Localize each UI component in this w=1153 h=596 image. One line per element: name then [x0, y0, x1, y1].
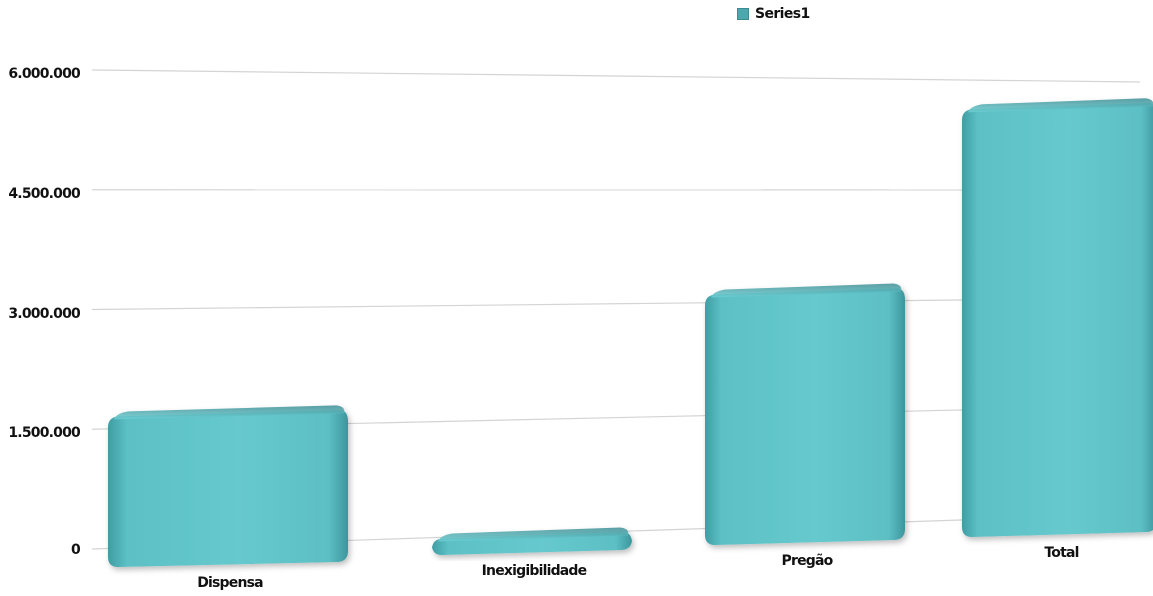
bars — [108, 98, 1153, 567]
gridline — [91, 69, 1141, 83]
bar-top — [114, 405, 345, 420]
y-tick-label: 0 — [71, 542, 81, 558]
chart-legend: Series1 — [737, 6, 810, 22]
bar-top — [438, 527, 629, 542]
y-tick-label: 1.500.000 — [8, 425, 81, 441]
x-category-label: Total — [1044, 545, 1078, 561]
bar-body — [962, 103, 1153, 537]
legend-swatch — [737, 8, 749, 20]
y-axis-ticks: 0 1.500.000 3.000.000 4.500.000 6.000.000 — [8, 66, 81, 558]
bar — [962, 98, 1153, 537]
bar — [432, 527, 632, 555]
y-tick-label: 4.500.000 — [8, 186, 81, 202]
legend-label: Series1 — [755, 6, 810, 22]
x-category-label: Dispensa — [197, 575, 263, 591]
bar-top — [711, 283, 902, 298]
y-tick-label: 6.000.000 — [8, 66, 81, 82]
y-tick-label: 3.000.000 — [8, 306, 81, 322]
bar — [705, 283, 905, 545]
bar-body — [108, 410, 348, 567]
bar-top — [968, 98, 1153, 113]
x-category-label: Inexigibilidade — [482, 563, 587, 579]
x-category-label: Pregão — [782, 553, 834, 569]
x-axis-labels: Dispensa Inexigibilidade Pregão Total — [197, 545, 1079, 591]
bar-body — [705, 288, 905, 545]
bar — [108, 405, 348, 567]
